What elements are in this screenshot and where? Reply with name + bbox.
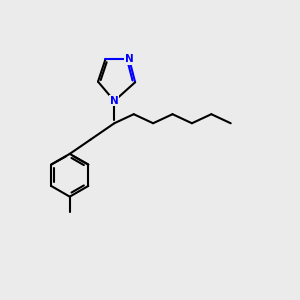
Text: N: N: [110, 96, 119, 106]
Text: N: N: [125, 54, 134, 64]
